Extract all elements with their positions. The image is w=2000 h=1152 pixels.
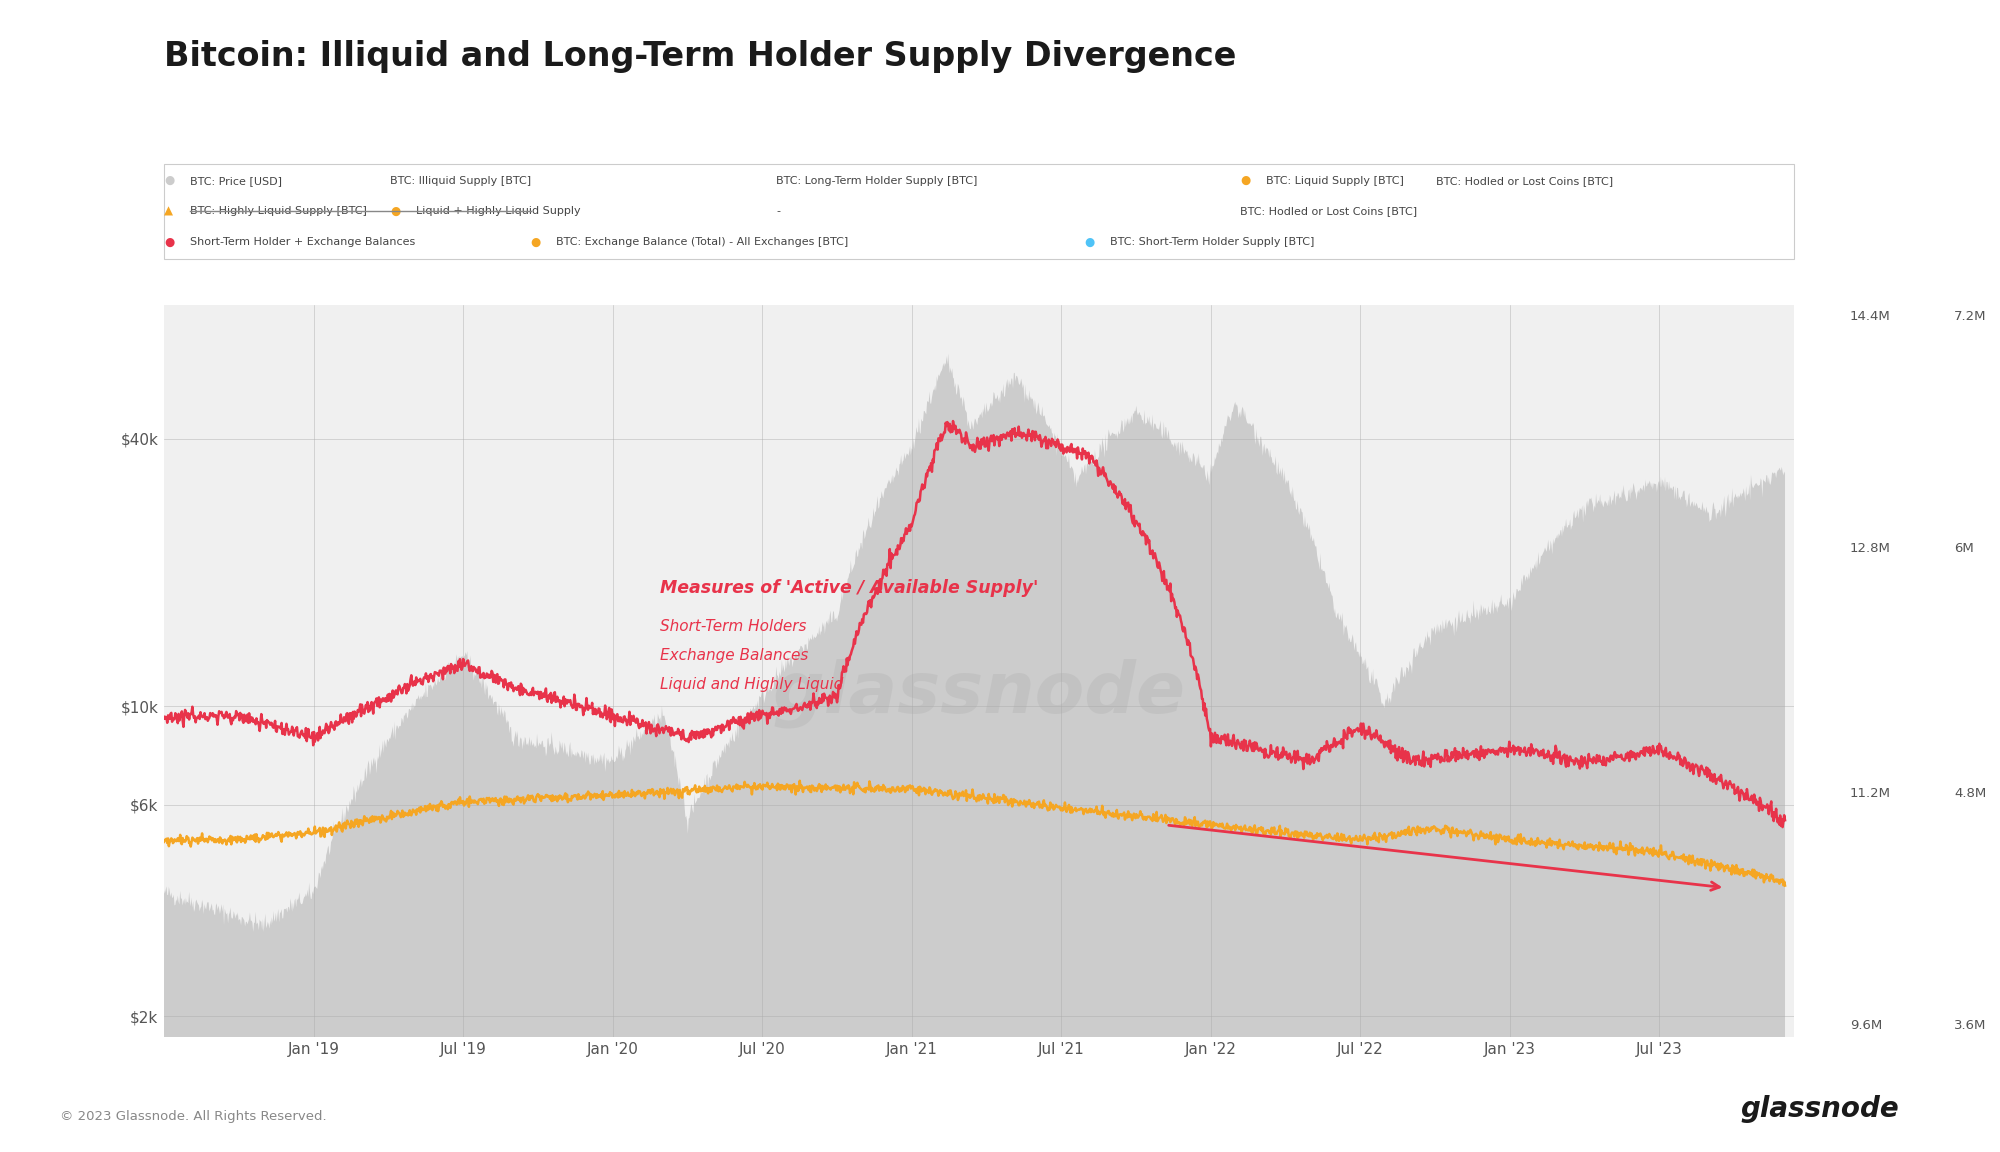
Text: BTC: Hodled or Lost Coins [BTC]: BTC: Hodled or Lost Coins [BTC] [1436,176,1614,185]
Text: Bitcoin: Illiquid and Long-Term Holder Supply Divergence: Bitcoin: Illiquid and Long-Term Holder S… [164,40,1236,74]
Text: BTC: Highly Liquid Supply [BTC]: BTC: Highly Liquid Supply [BTC] [190,206,366,217]
Text: ▲: ▲ [164,205,174,218]
Text: BTC: Liquid Supply [BTC]: BTC: Liquid Supply [BTC] [1266,176,1404,185]
Text: ●: ● [1240,174,1250,188]
Text: Short-Term Holders: Short-Term Holders [660,620,806,635]
Text: BTC: Illiquid Supply [BTC]: BTC: Illiquid Supply [BTC] [390,176,532,185]
Text: glassnode: glassnode [1740,1096,1898,1123]
Text: BTC: Exchange Balance (Total) - All Exchanges [BTC]: BTC: Exchange Balance (Total) - All Exch… [556,237,848,247]
Text: 9.6M: 9.6M [1850,1018,1882,1032]
Text: -: - [776,206,780,217]
Text: ●: ● [164,235,174,249]
Text: ●: ● [164,174,174,188]
Text: glassnode: glassnode [772,658,1186,728]
Text: BTC: Price [USD]: BTC: Price [USD] [190,176,282,185]
Text: ●: ● [530,235,540,249]
Text: BTC: Long-Term Holder Supply [BTC]: BTC: Long-Term Holder Supply [BTC] [776,176,978,185]
Text: 14.4M: 14.4M [1850,310,1890,324]
Text: Short-Term Holder + Exchange Balances: Short-Term Holder + Exchange Balances [190,237,416,247]
Text: ●: ● [1084,235,1094,249]
Text: 11.2M: 11.2M [1850,787,1890,799]
Text: 4.8M: 4.8M [1954,787,1986,799]
Text: 7.2M: 7.2M [1954,310,1986,324]
Text: 12.8M: 12.8M [1850,543,1890,555]
Text: ●: ● [390,205,400,218]
Text: Liquid and Highly Liquid: Liquid and Highly Liquid [660,677,844,692]
Text: BTC: Hodled or Lost Coins [BTC]: BTC: Hodled or Lost Coins [BTC] [1240,206,1418,217]
Text: Measures of 'Active / Available Supply': Measures of 'Active / Available Supply' [660,579,1038,597]
Text: © 2023 Glassnode. All Rights Reserved.: © 2023 Glassnode. All Rights Reserved. [60,1111,326,1123]
Text: 3.6M: 3.6M [1954,1018,1986,1032]
Text: 6M: 6M [1954,543,1974,555]
Text: Liquid + Highly Liquid Supply: Liquid + Highly Liquid Supply [416,206,580,217]
Text: Exchange Balances: Exchange Balances [660,649,808,664]
Text: BTC: Short-Term Holder Supply [BTC]: BTC: Short-Term Holder Supply [BTC] [1110,237,1314,247]
